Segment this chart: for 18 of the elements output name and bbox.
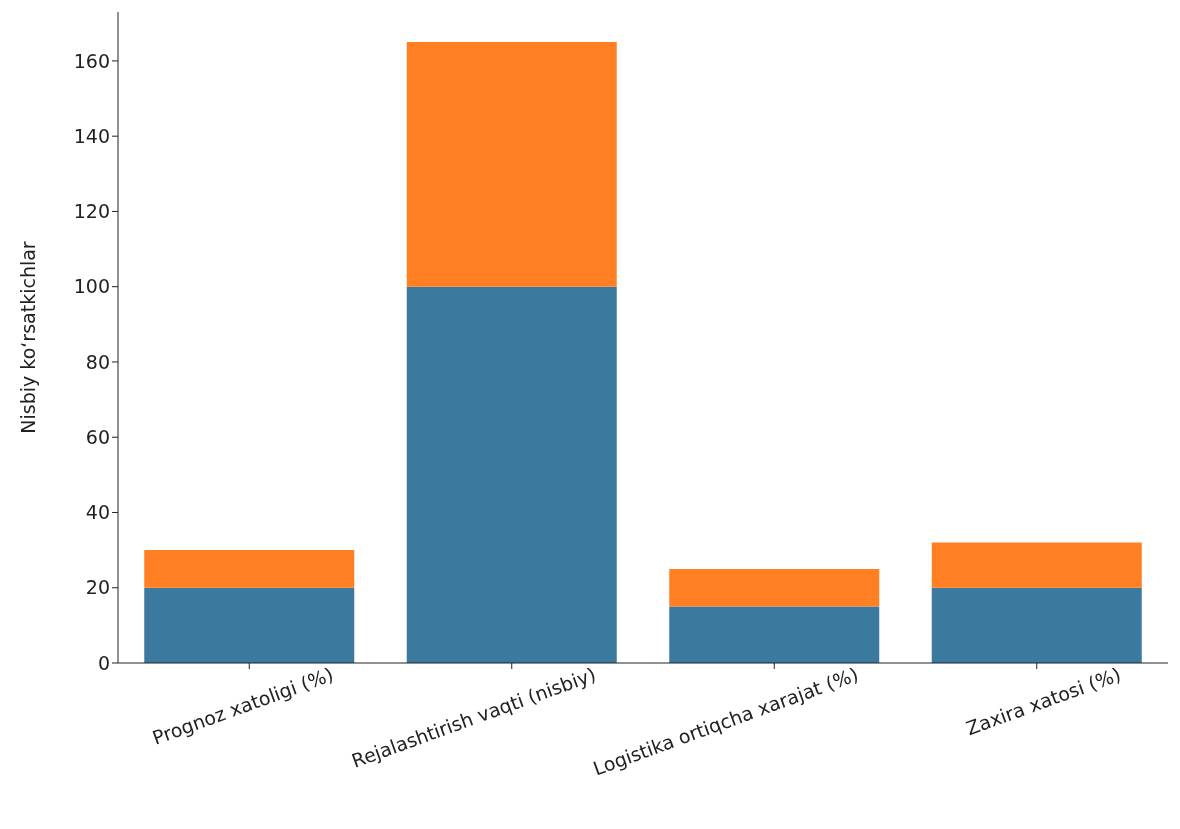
y-tick-label: 40 — [85, 501, 110, 524]
bar — [406, 286, 617, 663]
bar — [931, 542, 1142, 588]
bar — [406, 42, 617, 287]
y-tick-label: 0 — [97, 651, 110, 674]
y-tick-label: 140 — [73, 124, 110, 147]
bar — [931, 587, 1142, 663]
bar — [144, 587, 355, 663]
bar — [669, 606, 880, 663]
y-tick-label: 60 — [85, 425, 110, 448]
y-tick-label: 120 — [73, 200, 110, 223]
y-tick-label: 160 — [73, 49, 110, 72]
bar — [669, 568, 880, 607]
y-axis-title: Nisbiy ko‘rsatkichlar — [16, 241, 39, 434]
y-tick-label: 80 — [85, 350, 110, 373]
bar — [144, 550, 355, 588]
y-tick-label: 20 — [85, 576, 110, 599]
y-tick-label: 100 — [73, 275, 110, 298]
